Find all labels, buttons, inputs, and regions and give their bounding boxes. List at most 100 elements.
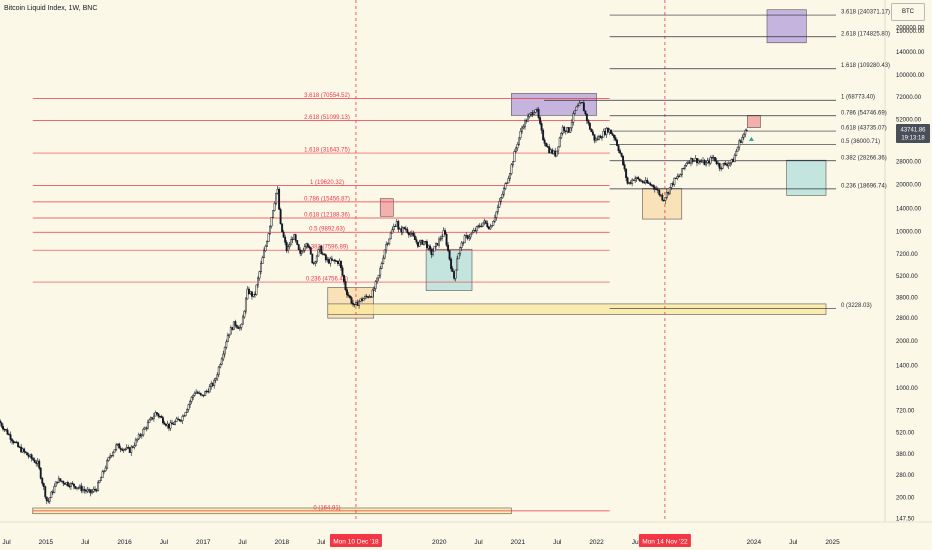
candle-body [0,420,1,424]
candle-body [727,163,730,166]
candle-body [392,226,395,230]
date-marker-lines [355,0,666,522]
candle-body [551,149,554,154]
candle-body [112,451,115,456]
candle-body [54,481,57,487]
candle-body [597,135,600,140]
fib-level-label: 0.786 (54746.69) [841,110,887,116]
candle-body [32,458,35,461]
candle-body [309,247,312,255]
candle-body [670,183,673,188]
candle-body [44,486,47,498]
candle-body [349,295,351,298]
candle-body [368,296,371,298]
candle-body [530,112,533,115]
y-tick-label: 200.00 [896,496,915,502]
candle-body [69,483,72,488]
candle-body [380,263,383,269]
candle-body [516,144,519,149]
candle-body [100,477,103,481]
x-tick-label: Jul [789,539,798,546]
candle-body [558,137,561,148]
candle-body [616,139,618,146]
x-tick-label: 2022 [589,539,604,546]
price-tag-countdown: 19:13:18 [901,136,925,142]
candle-body [650,184,653,186]
candle-body [324,254,327,261]
candle-body [566,127,569,132]
candle-body [429,245,431,250]
y-tick-label: 720.00 [896,409,915,415]
candle-body [563,126,566,131]
candle-body [487,226,490,230]
y-tick-label: 190000.00 [896,29,925,35]
fib-level-label: 0.618 (43735.07) [841,126,887,132]
candle-body [548,146,551,154]
candle-body [2,425,4,430]
candle-body [275,192,278,204]
fib-level-label: 0 (3228.03) [841,303,872,309]
candle-body [720,168,723,170]
fib-level-label: 0.5 (36000.71) [841,139,880,145]
candle-body [294,234,297,241]
candle-body [554,150,557,157]
candle-body [745,130,748,132]
candle-body [655,188,658,191]
currency-badge[interactable]: BTC [891,3,925,21]
x-tick-label: Jul [317,539,326,546]
candle-body [385,244,388,251]
candle-body [282,231,285,238]
candle-body [386,243,389,245]
candle-body [667,191,670,194]
candle-body [94,488,96,491]
candle-body [448,250,451,260]
zone-purple [511,93,597,116]
candle-body [287,246,290,251]
candle-body [296,240,299,245]
candle-body [89,489,92,494]
fib-level-label: 1 (19620.32) [310,180,344,186]
candle-body [50,491,53,498]
x-tick-label: Jul [238,539,247,546]
x-tick-label: Jul [632,539,641,546]
candle-body [177,418,179,420]
candle-body [6,429,9,435]
candle-body [195,391,198,394]
candle-body [533,112,536,115]
candle-body [204,391,207,397]
candle-body [101,471,104,478]
candle-body [703,160,706,166]
candle-body [406,229,409,233]
candle-body [694,158,697,161]
candle-body [415,239,418,243]
candle-body [155,412,158,415]
candle-body [629,182,632,184]
candle-body [579,102,582,104]
candle-body [189,401,192,406]
candle-body [419,240,422,243]
candle-body [74,486,77,489]
candle-body [330,258,333,261]
candle-body [521,127,523,132]
candle-body [376,277,379,282]
candle-body [702,160,704,163]
candle-body [700,161,703,163]
candle-body [709,157,712,164]
candle-body [119,447,122,450]
candle-body [45,496,48,502]
candle-body [444,230,447,235]
candle-body [394,225,397,228]
candle-body [662,199,665,202]
x-tick-label: 2024 [747,539,762,546]
candle-body [430,249,433,255]
y-tick-label: 520.00 [896,431,915,437]
candle-body [121,449,124,451]
candle-body [278,188,281,210]
candle-body [269,225,272,234]
candle-body [379,268,382,276]
candle-body [542,130,545,141]
candle-body [545,143,548,147]
candle-body [718,163,721,169]
candle-body [382,257,385,264]
